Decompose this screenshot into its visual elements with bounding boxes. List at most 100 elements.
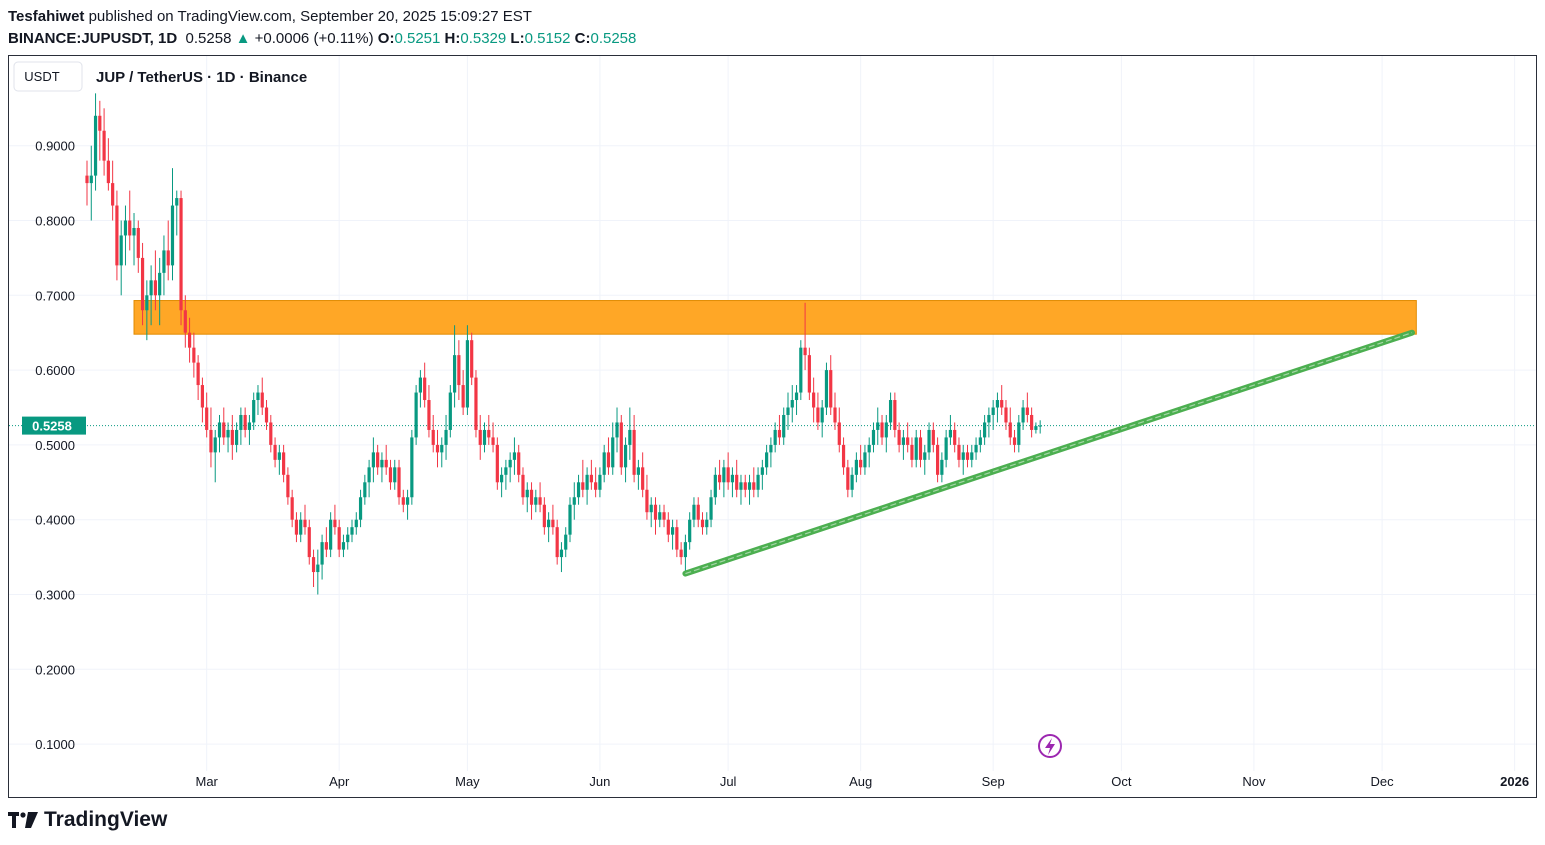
candle [367,459,371,498]
candle [799,340,803,401]
candle [346,527,350,550]
candle [393,459,397,490]
candle [538,482,542,513]
candle [123,205,128,266]
candle [1038,420,1042,434]
candle-body [222,422,226,438]
candle-body [769,444,773,453]
candle-body [525,489,529,498]
candle-body [983,422,987,438]
candle-body [730,474,735,483]
candle [106,138,110,191]
candle-body [735,474,739,490]
candle-body [961,452,965,460]
candle-body [414,392,418,438]
candle-body [829,370,833,408]
candle-body [410,437,414,498]
candle [111,160,115,221]
candle-body [423,377,427,401]
candle-body [158,272,162,296]
candle-body [316,564,320,573]
candle [311,549,316,588]
currency-button[interactable]: USDT [13,61,83,92]
candle-body [376,452,380,468]
x-tick-label: Aug [849,774,872,789]
candle [619,414,623,475]
candle-body [239,414,243,430]
support-trendline[interactable] [682,329,1416,577]
candle [948,414,953,445]
candle [170,168,175,281]
candle-body [940,459,944,475]
candle-body [205,407,209,430]
candle-body [807,355,811,393]
candle-body [1021,407,1025,423]
candle [1012,429,1017,453]
candle-body [782,414,786,438]
candle [93,93,98,191]
candle-body [405,497,410,505]
candle-body [354,519,358,528]
trendline-center [685,332,1413,575]
candle-body [192,347,196,363]
candle [1034,422,1038,434]
candle-body [542,504,546,528]
candle-body [145,295,149,311]
candle [692,497,696,528]
candle-body [111,183,115,206]
candle-body [277,452,281,460]
candle-body [465,340,470,408]
candle-body [461,385,465,408]
tradingview-logo[interactable]: TradingView [8,808,167,832]
candle [713,467,717,505]
candle [585,467,589,505]
candle [940,452,944,483]
candle [461,370,465,415]
candle-body [564,534,568,550]
candle-body [346,534,350,543]
candle [965,444,970,468]
candle-body [957,444,961,460]
candle [743,474,747,498]
candle [183,295,187,348]
candle [709,489,713,528]
resistance-zone[interactable] [133,300,1417,335]
candle [923,444,927,475]
candle [205,392,209,438]
x-tick-label: Sep [982,774,1005,789]
open-value: 0.5251 [394,30,441,47]
candle-body [666,519,670,535]
candle-body [363,482,367,498]
candle [816,392,820,430]
candle-body [777,429,782,438]
author-name[interactable]: Tesfahiwet [8,8,85,25]
candle-body [534,497,538,505]
candle-body [632,429,636,475]
candle [594,467,598,498]
lightning-icon[interactable] [1038,734,1062,758]
last-price-tag: 0.5258 [22,416,86,435]
candle-body [175,198,179,206]
candle-body [854,459,858,475]
candle-body [102,130,106,161]
candle [1000,385,1004,415]
candle-body [705,519,709,528]
candle-body [863,452,867,468]
candle-body [209,429,213,453]
candle [696,497,700,528]
y-tick-label: 0.5000 [35,438,75,453]
candle [474,370,478,438]
candle-body [739,482,743,490]
candle-body [140,257,145,311]
chart-frame[interactable] [8,55,1537,798]
candle [978,429,982,453]
candle [478,414,482,460]
candle [786,392,790,430]
candle-body [1004,407,1008,423]
candle-body [243,414,247,430]
candle [867,437,871,468]
candle-body [529,489,534,505]
x-tick-label: Nov [1242,774,1266,789]
candle-body [299,519,303,535]
